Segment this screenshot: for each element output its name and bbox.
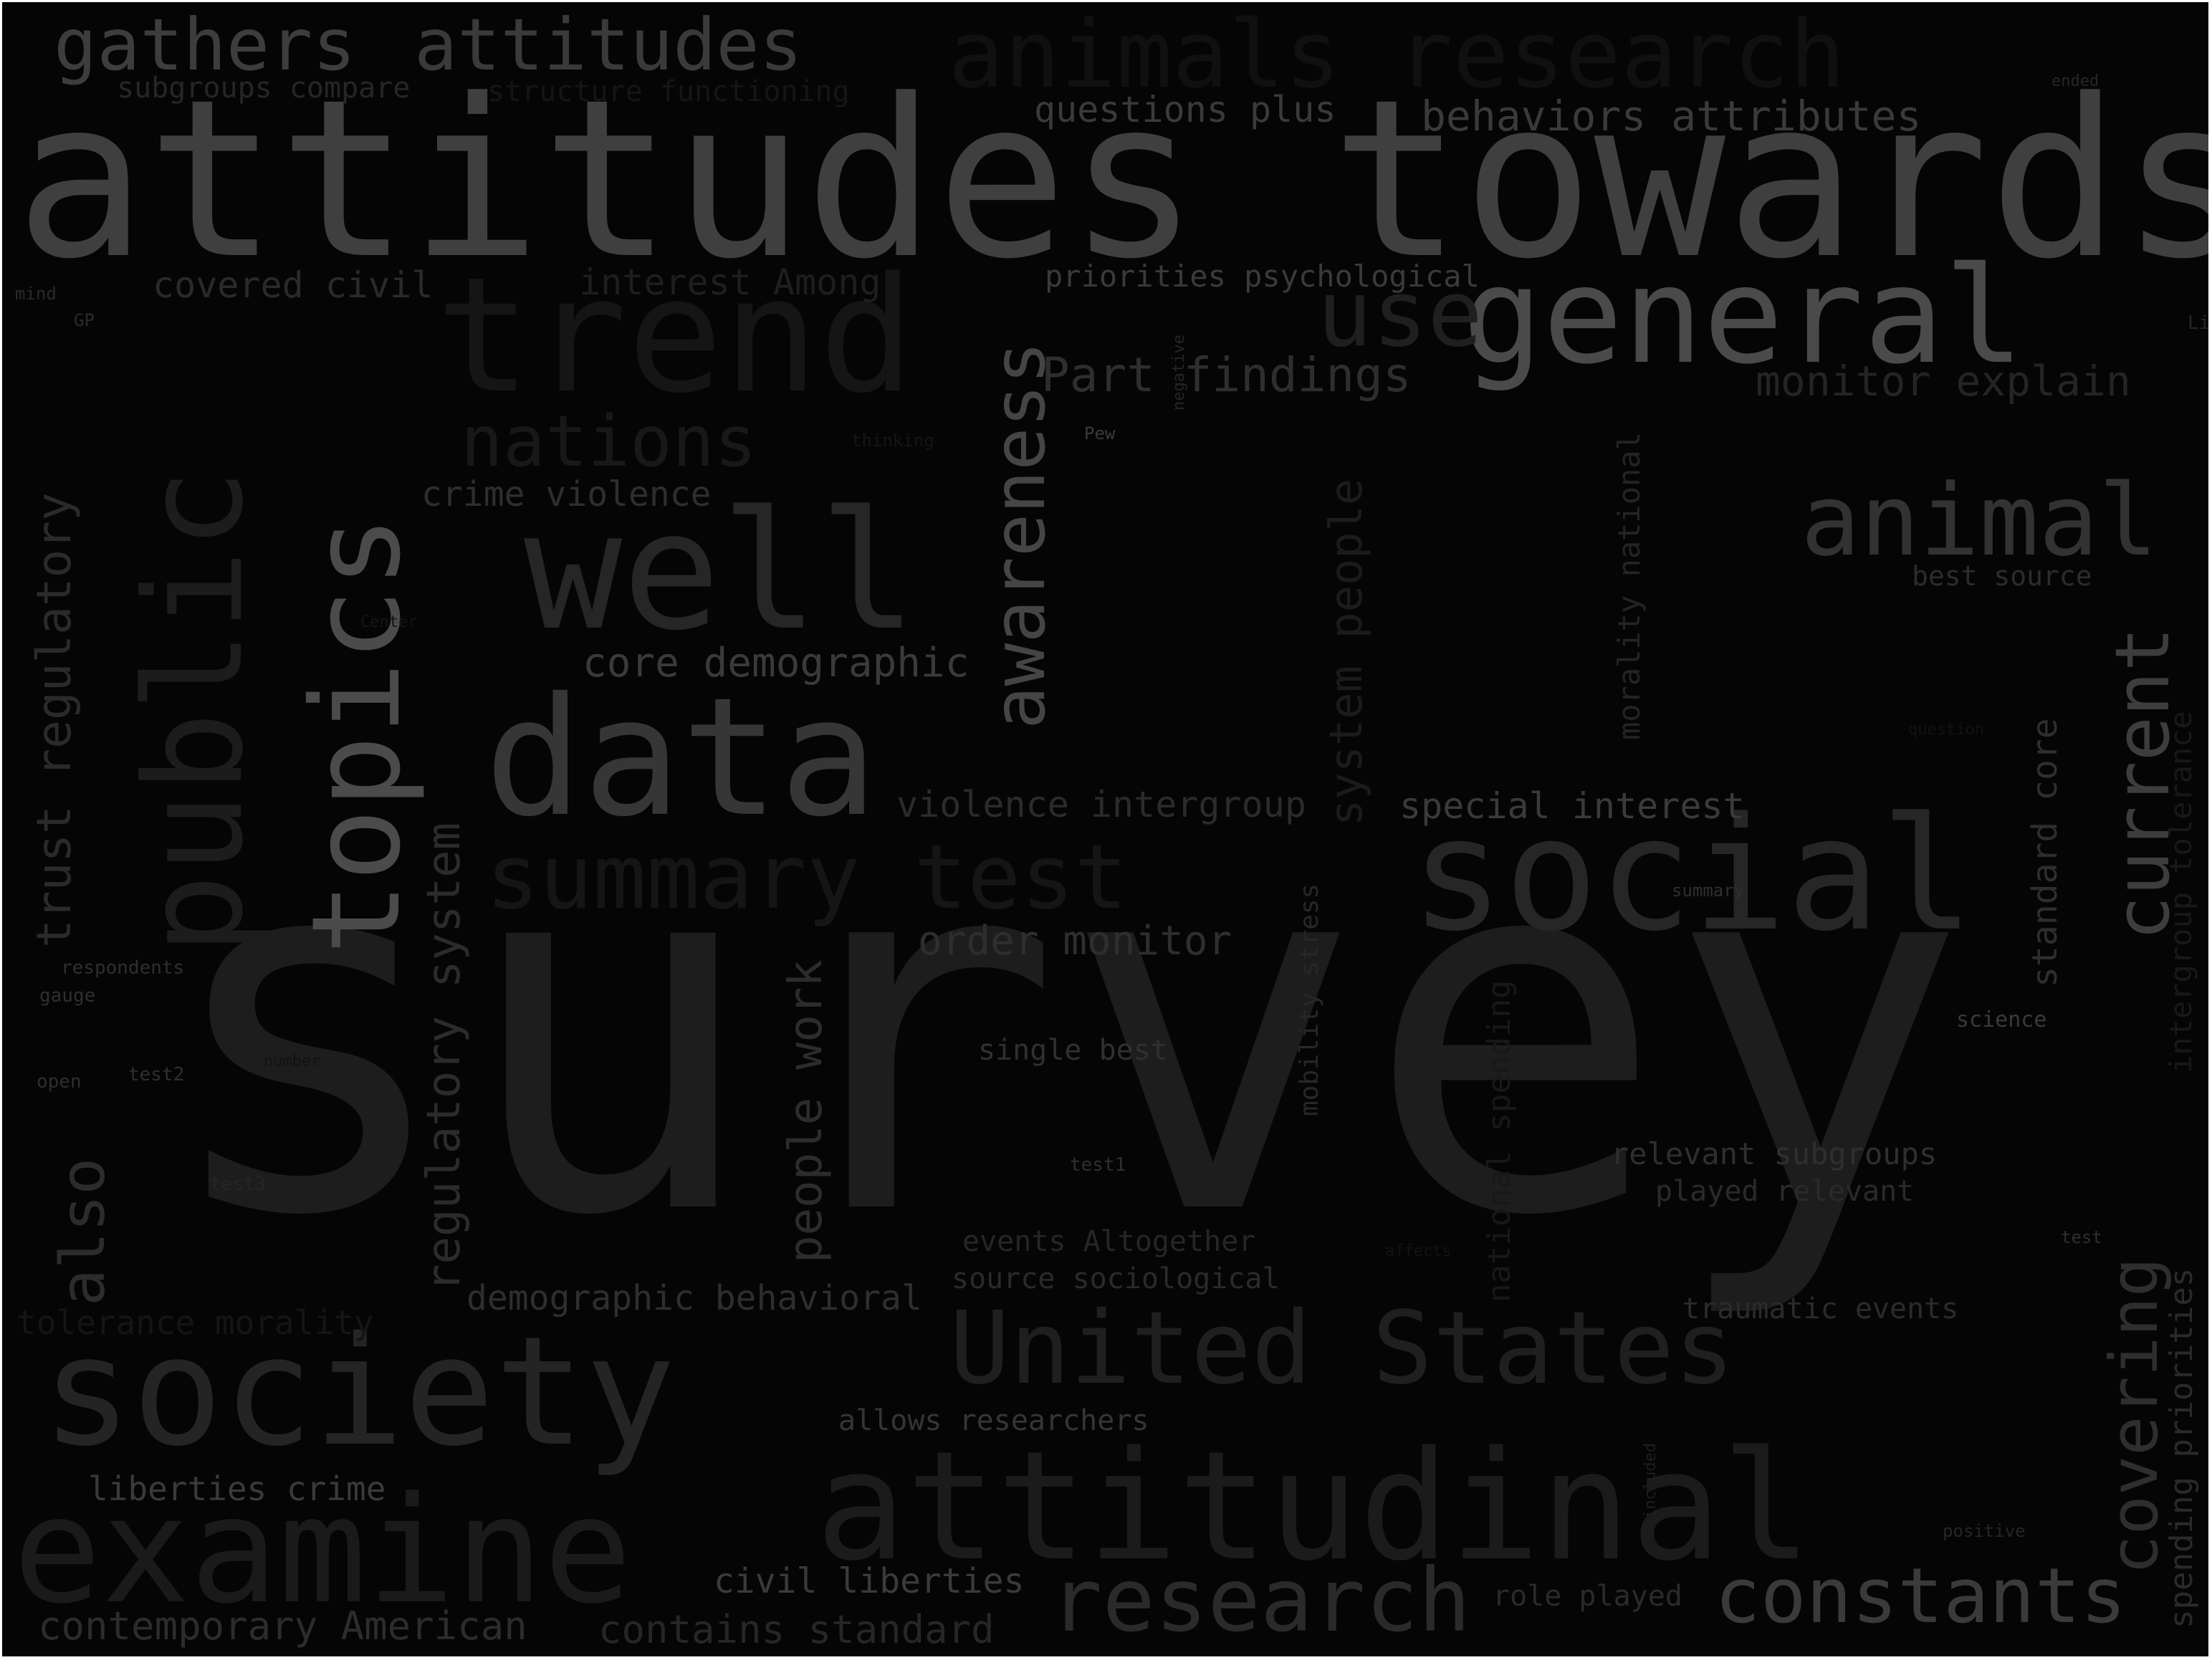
word-respondents: respondents (61, 957, 185, 979)
word-gp: GP (74, 310, 95, 330)
word-number: number (264, 1052, 321, 1070)
word-people-work: people work (780, 959, 833, 1263)
word-contains-standard: contains standard (598, 1607, 995, 1652)
word-violence-intergroup: violence intergroup (896, 784, 1306, 825)
word-public: public (116, 468, 273, 955)
word-examine: examine (13, 1466, 632, 1636)
word-contemporary-american: contemporary American (38, 1603, 527, 1649)
word-civil-liberties: civil liberties (714, 1561, 1025, 1601)
word-also: also (47, 1157, 119, 1306)
word-monitor-explain: monitor explain (1756, 357, 2131, 406)
word-society: society (42, 1304, 676, 1479)
word-national-spending: national spending (1481, 979, 1518, 1302)
word-li: Li (2188, 312, 2208, 334)
word-nations: nations (461, 401, 757, 483)
word-open: open (37, 1071, 82, 1093)
word-single-best: single best (978, 1034, 1168, 1067)
word-covering: covering (2096, 1257, 2173, 1575)
word-thinking: thinking (851, 431, 934, 451)
word-core-demographic: core demographic (583, 640, 969, 686)
word-liberties-crime: liberties crime (88, 1469, 386, 1508)
word-affects: affects (1385, 1242, 1452, 1260)
word-morality-national: morality national (1612, 432, 1647, 740)
word-test: test (2061, 1227, 2102, 1247)
word-role-played: role played (1493, 1580, 1682, 1613)
word-general: general (1462, 238, 2024, 393)
word-priorities-psychological: priorities psychological (1045, 259, 1480, 294)
word-attitudinal: attitudinal (815, 1419, 1812, 1594)
word-included: included (1642, 1443, 1660, 1519)
word-attitudes: attitudes (414, 3, 803, 87)
word-subgroups-compare: subgroups compare (117, 72, 411, 105)
word-well: well (524, 476, 918, 666)
word-test1: test1 (1070, 1154, 1126, 1176)
word-social: social (1410, 785, 1975, 966)
word-center: Center (360, 613, 418, 631)
word-test3: test3 (210, 1174, 267, 1195)
word-summary-test: summary test (486, 826, 1128, 929)
word-best-source: best source (1912, 560, 2092, 592)
word-test2: test2 (128, 1064, 185, 1085)
word-question: question (1908, 721, 1984, 739)
word-animals-research: animals research (948, 2, 1846, 109)
word-part-findings: Part findings (1041, 347, 1412, 403)
word-behaviors-attributes: behaviors attributes (1421, 92, 1922, 140)
word-questions-plus: questions plus (1034, 89, 1336, 130)
word-united-states: United States (949, 1290, 1735, 1407)
word-positive: positive (1943, 1521, 2026, 1541)
word-intergroup-tolerance: intergroup tolerance (2163, 711, 2198, 1073)
word-played-relevant: played relevant (1655, 1175, 1915, 1208)
word-data: data (484, 662, 878, 853)
word-trend: trend (436, 244, 915, 428)
word-crime-violence: crime violence (421, 474, 712, 514)
word-constants: constants (1715, 1552, 2127, 1640)
word-summary: summary (1672, 881, 1745, 901)
word-standard-core: standard core (2025, 718, 2065, 987)
word-use: use (1317, 261, 1483, 368)
word-spending-priorities: spending priorities (2163, 1267, 2200, 1628)
word-negative: negative (1170, 335, 1188, 411)
word-pew: Pew (1084, 423, 1116, 443)
word-source-sociological: source sociological (952, 1262, 1280, 1295)
word-covered-civil: covered civil (153, 264, 434, 306)
word-traumatic-events: traumatic events (1682, 1292, 1959, 1325)
word-events-altogether: events Altogether (962, 1225, 1256, 1258)
word-research: research (1050, 1550, 1471, 1651)
word-allows-researchers: allows researchers (838, 1404, 1149, 1437)
word-structure-functioning: structure functioning (487, 75, 850, 108)
word-trust-regulatory: trust regulatory (27, 492, 82, 948)
word-gauge: gauge (39, 985, 96, 1007)
word-order-monitor: order monitor (918, 918, 1232, 964)
word-gathers: gathers (54, 3, 356, 87)
word-mobility-stress: mobility stress (1295, 883, 1324, 1116)
word-relevant-subgroups: relevant subgroups (1611, 1136, 1938, 1171)
word-animal: animal (1801, 463, 2158, 578)
word-system-people: system people (1320, 478, 1372, 826)
word-mind: mind (15, 284, 57, 304)
word-interest-among: interest Among (579, 262, 881, 303)
word-attitudes-towards: attitudes towards (15, 52, 2208, 307)
word-special-interest: special interest (1399, 785, 1745, 827)
word-ended: ended (2051, 72, 2100, 90)
word-survey: survey (156, 742, 1968, 1325)
word-tolerance-morality: tolerance morality (16, 1303, 374, 1342)
word-topics: topics (286, 514, 428, 955)
word-science: science (1956, 1007, 2047, 1032)
word-regulatory-system: regulatory system (418, 822, 471, 1292)
word-demographic-behavioral: demographic behavioral (466, 1278, 922, 1318)
